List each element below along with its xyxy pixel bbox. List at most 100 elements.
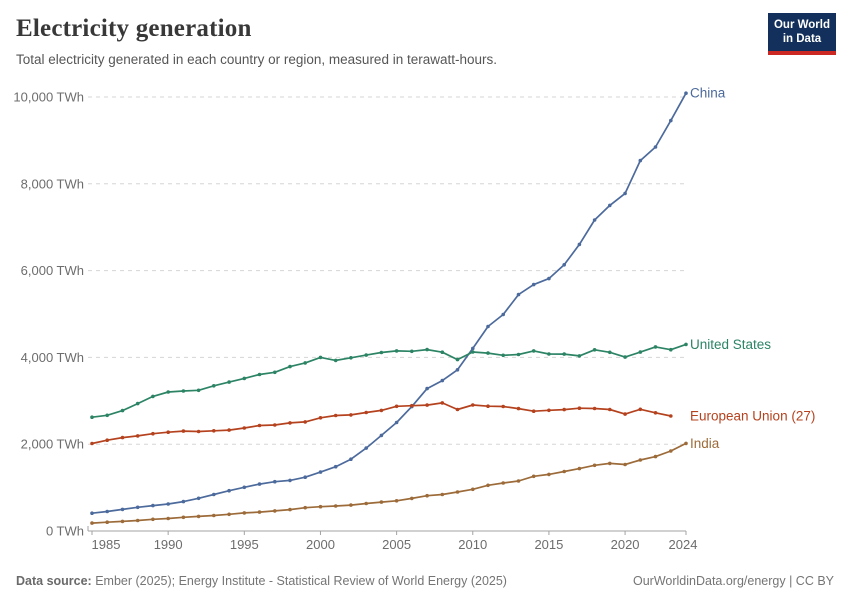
data-point-india: [562, 469, 566, 474]
data-point-india: [501, 481, 506, 485]
data-point-china: [273, 479, 277, 484]
data-point-united-states: [303, 361, 308, 365]
data-point-european-union-27: [638, 407, 643, 412]
data-point-india: [623, 462, 627, 467]
data-point-india: [303, 505, 308, 510]
x-axis-tick-label: 2015: [534, 537, 563, 552]
data-point-china: [242, 485, 247, 490]
data-point-european-union-27: [577, 406, 582, 411]
x-axis-tick-label: 1995: [230, 537, 259, 552]
data-point-united-states: [440, 350, 445, 355]
chart-header: Electricity generation Total electricity…: [16, 15, 750, 67]
data-point-india: [577, 466, 582, 471]
data-point-india: [410, 496, 414, 501]
data-point-european-union-27: [151, 431, 155, 436]
data-point-european-union-27: [425, 403, 429, 407]
data-point-india: [257, 510, 262, 514]
data-point-india: [120, 519, 125, 524]
data-point-india: [608, 461, 612, 466]
data-point-european-union-27: [227, 428, 231, 432]
data-point-european-union-27: [105, 438, 109, 443]
data-point-china: [105, 509, 109, 514]
y-axis-tick-label: 0 TWh: [46, 524, 84, 539]
data-point-china: [394, 420, 399, 425]
data-point-european-union-27: [242, 426, 247, 430]
data-point-china: [90, 511, 94, 515]
data-point-india: [379, 500, 384, 504]
owid-logo-line1: Our World: [773, 19, 830, 31]
data-point-european-union-27: [120, 435, 125, 440]
page-title: Electricity generation: [16, 15, 252, 42]
y-axis-tick-label: 4,000 TWh: [21, 350, 84, 365]
data-point-india: [212, 513, 216, 518]
data-point-united-states: [592, 348, 597, 352]
series-line-china[interactable]: [91, 92, 687, 515]
data-point-united-states: [212, 384, 216, 388]
data-point-china: [638, 158, 643, 163]
series-label-united-states[interactable]: United States: [690, 337, 771, 352]
data-point-china: [425, 386, 429, 391]
data-point-china: [531, 282, 536, 287]
data-point-united-states: [120, 408, 125, 413]
series-label-india[interactable]: India: [690, 436, 720, 451]
data-point-china: [592, 218, 597, 222]
data-point-european-union-27: [349, 413, 353, 417]
data-point-india: [486, 483, 490, 488]
data-point-european-union-27: [669, 414, 673, 418]
y-axis-tick-label: 8,000 TWh: [21, 176, 84, 191]
data-point-european-union-27: [501, 404, 506, 409]
data-point-china: [684, 91, 688, 95]
data-point-china: [364, 446, 369, 450]
data-point-united-states: [135, 401, 140, 406]
data-point-european-union-27: [135, 434, 140, 438]
data-point-united-states: [638, 350, 643, 354]
data-point-united-states: [531, 349, 536, 353]
data-point-european-union-27: [181, 429, 186, 433]
owid-logo-line2: in Data: [782, 33, 822, 46]
data-point-european-union-27: [318, 416, 323, 420]
data-point-united-states: [151, 394, 155, 399]
data-point-united-states: [486, 351, 490, 355]
owid-logo[interactable]: Our World in Data: [768, 13, 836, 55]
data-point-european-union-27: [455, 407, 460, 412]
owid-credit-link[interactable]: OurWorldinData.org/energy | CC BY: [632, 574, 834, 588]
data-point-united-states: [425, 347, 429, 352]
series-label-european-union-27[interactable]: European Union (27): [690, 408, 815, 423]
data-point-china: [151, 503, 155, 508]
x-axis-tick-label: 2005: [382, 537, 411, 552]
data-point-india: [531, 474, 536, 479]
data-point-united-states: [562, 352, 566, 356]
data-point-united-states: [257, 372, 262, 377]
data-point-european-union-27: [333, 413, 338, 418]
x-axis-tick-label: 1985: [92, 537, 121, 552]
data-point-china: [562, 263, 566, 267]
data-point-india: [394, 499, 399, 503]
data-point-china: [333, 464, 338, 469]
data-point-european-union-27: [653, 411, 658, 415]
data-point-united-states: [364, 353, 369, 357]
data-point-india: [592, 463, 597, 468]
data-point-india: [471, 487, 475, 492]
data-point-china: [455, 368, 460, 372]
data-point-european-union-27: [166, 430, 170, 435]
data-point-united-states: [684, 342, 688, 347]
data-point-european-union-27: [90, 441, 94, 446]
data-point-united-states: [547, 352, 551, 356]
data-point-china: [471, 346, 475, 351]
data-point-india: [90, 521, 94, 525]
data-point-united-states: [90, 415, 94, 420]
series-label-china[interactable]: China: [690, 86, 726, 101]
data-point-european-union-27: [516, 406, 521, 411]
x-axis-tick-label: 2010: [458, 537, 487, 552]
data-source-note: Data source: Ember (2025); Energy Instit…: [16, 574, 507, 588]
data-point-india: [151, 517, 155, 522]
series-line-india[interactable]: [91, 442, 687, 524]
data-point-united-states: [410, 349, 414, 354]
data-point-china: [440, 378, 445, 383]
data-point-european-union-27: [562, 407, 566, 412]
series-line-united-states[interactable]: [91, 343, 687, 419]
data-point-china: [227, 488, 231, 493]
data-point-china: [212, 492, 216, 497]
data-point-india: [638, 458, 643, 462]
